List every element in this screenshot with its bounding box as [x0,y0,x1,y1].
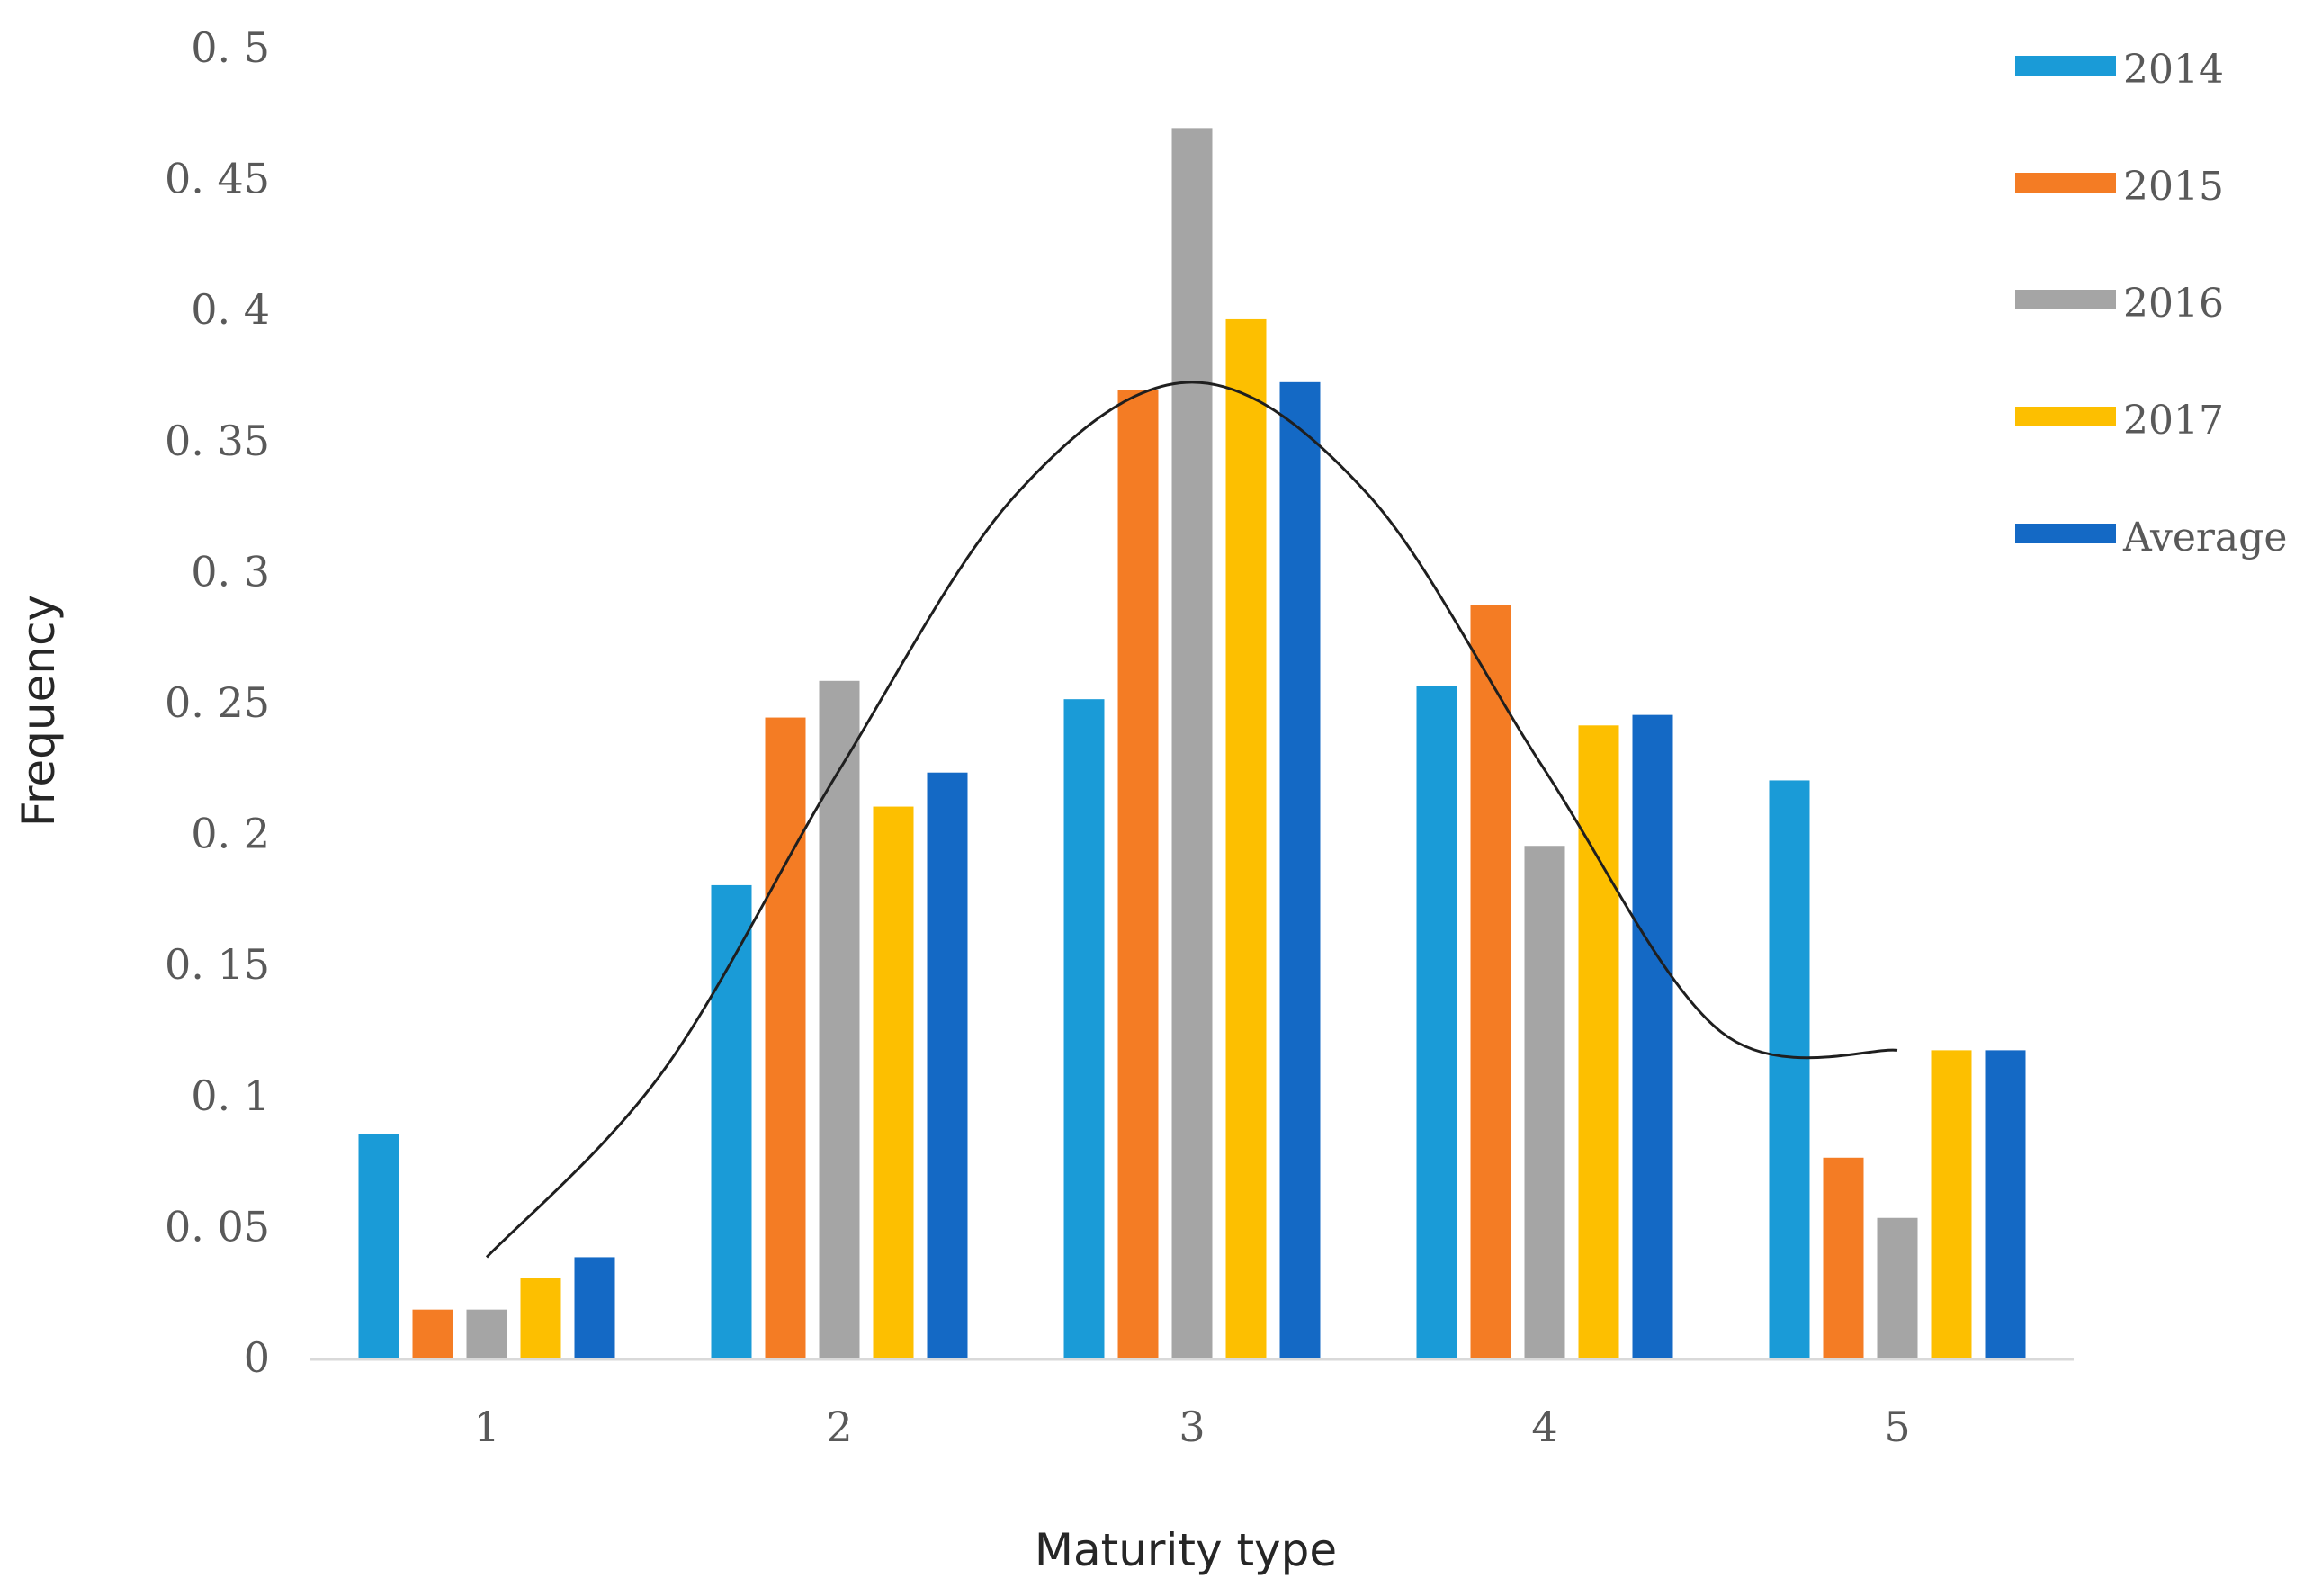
bar-2014-3 [1063,699,1105,1359]
bar-2015-1 [412,1309,453,1359]
legend-swatch-2017 [2015,407,2116,426]
bar-2017-4 [1578,725,1619,1359]
bar-2016-3 [1171,128,1213,1360]
y-tick-label: 0. 3 [191,547,270,596]
legend-label: 2015 [2123,164,2224,210]
y-tick-label: 0. 2 [191,810,270,858]
y-tick-label: 0. 05 [165,1202,270,1251]
bar-2014-4 [1416,686,1457,1359]
bars [358,128,2026,1360]
bar-2016-5 [1877,1217,1918,1359]
bar-2015-2 [765,717,806,1359]
bar-2014-1 [358,1134,399,1359]
bar-average-3 [1279,381,1321,1360]
bar-average-5 [1985,1050,2026,1359]
bar-2014-5 [1769,780,1810,1359]
bar-average-1 [574,1257,615,1359]
bar-average-2 [927,772,968,1359]
y-tick-label: 0. 35 [165,417,270,465]
bar-2017-3 [1225,318,1267,1359]
x-tick-label: 1 [473,1403,499,1451]
y-tick-label: 0. 5 [191,23,270,72]
x-tick-label: 2 [826,1403,852,1451]
bar-2017-5 [1931,1050,1972,1359]
x-tick-label: 4 [1531,1403,1557,1451]
bar-2017-2 [873,806,914,1359]
bar-2014-2 [711,884,752,1359]
x-tick-label: 5 [1884,1403,1910,1451]
bar-2015-5 [1823,1157,1864,1359]
bar-average-4 [1632,714,1673,1359]
legend-label: 2016 [2123,281,2224,327]
bar-2017-1 [520,1278,561,1359]
x-axis-title: Maturity type [1035,1524,1337,1576]
bar-2015-4 [1470,605,1511,1359]
trend-curve [485,381,1898,1259]
y-tick-label: 0 [244,1333,270,1382]
y-tick-label: 0. 45 [165,155,270,203]
y-axis-title: Frequency [13,595,65,827]
y-tick-label: 0. 25 [165,678,270,727]
legend-label: 2014 [2123,47,2224,93]
legend-swatch-2015 [2015,173,2116,193]
legend-label: Average [2122,515,2287,560]
bar-2016-2 [819,680,860,1359]
legend-swatch-2016 [2015,290,2116,309]
legend-swatch-average [2015,524,2116,543]
bar-2016-4 [1524,846,1565,1359]
y-tick-label: 0. 4 [191,285,270,334]
bar-2016-1 [466,1309,507,1359]
x-axis-ticks: 1 2 3 4 5 [473,1403,1910,1451]
y-axis-ticks: 0 0. 05 0. 1 0. 15 0. 2 0. 25 0. 3 0. 35 0. 4 0. … [165,23,270,1382]
legend: 2014 2015 2016 2017 Average [2015,47,2287,560]
legend-swatch-2014 [2015,56,2116,76]
y-tick-label: 0. 15 [165,940,270,989]
legend-label: 2017 [2123,398,2224,444]
bar-2015-3 [1117,390,1159,1359]
x-tick-label: 3 [1179,1403,1205,1451]
y-tick-label: 0. 1 [191,1071,270,1120]
